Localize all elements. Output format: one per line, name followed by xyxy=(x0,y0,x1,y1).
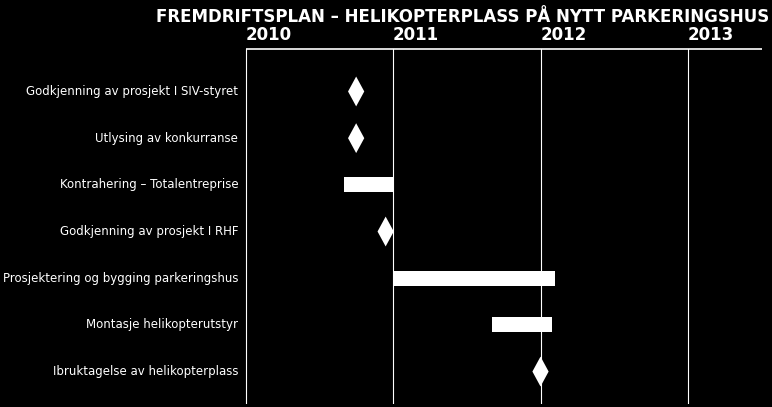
Polygon shape xyxy=(348,123,364,153)
Text: Godkjenning av prosjekt I SIV-styret: Godkjenning av prosjekt I SIV-styret xyxy=(26,85,238,98)
Text: 2013: 2013 xyxy=(688,26,734,44)
Text: 2012: 2012 xyxy=(540,26,587,44)
Text: Montasje helikopterutstyr: Montasje helikopterutstyr xyxy=(86,318,238,331)
Bar xyxy=(393,271,555,286)
Polygon shape xyxy=(348,77,364,106)
Text: Kontrahering – Totalentreprise: Kontrahering – Totalentreprise xyxy=(59,178,238,191)
Text: Godkjenning av prosjekt I RHF: Godkjenning av prosjekt I RHF xyxy=(59,225,238,238)
Polygon shape xyxy=(378,217,394,247)
Text: Ibruktagelse av helikopterplass: Ibruktagelse av helikopterplass xyxy=(52,365,238,378)
Text: FREMDRIFTSPLAN – HELIKOPTERPLASS PÅ NYTT PARKERINGSHUS: FREMDRIFTSPLAN – HELIKOPTERPLASS PÅ NYTT… xyxy=(157,8,770,26)
Text: Prosjektering og bygging parkeringshus: Prosjektering og bygging parkeringshus xyxy=(2,272,238,284)
Text: 2010: 2010 xyxy=(245,26,292,44)
Bar xyxy=(492,317,552,333)
Text: Utlysing av konkurranse: Utlysing av konkurranse xyxy=(95,131,238,144)
Text: 2011: 2011 xyxy=(393,26,439,44)
Polygon shape xyxy=(533,357,549,387)
Bar xyxy=(344,177,393,192)
